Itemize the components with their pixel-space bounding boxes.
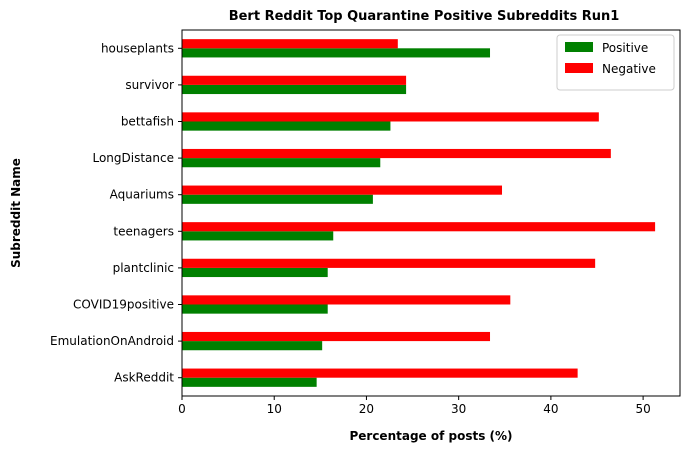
bar-negative-AskReddit [182,368,578,378]
x-tick-label: 40 [543,402,558,416]
bar-negative-EmulationOnAndroid [182,331,491,342]
legend-label-negative: Negative [602,62,656,76]
bar-negative-COVID19positive [182,295,511,305]
bars-group [182,39,656,387]
y-axis-label: Subreddit Name [9,158,23,268]
bar-positive-bettafish [182,121,391,131]
y-tick-label: houseplants [101,41,174,55]
x-tick-label: 50 [635,402,650,416]
bar-positive-Aquariums [182,194,373,204]
legend-swatch-negative [565,63,593,73]
bar-positive-COVID19positive [182,304,328,314]
x-axis-label: Percentage of posts (%) [349,429,512,443]
y-axis-ticks: AskReddit EmulationOnAndroid COVID19positi… [50,41,182,385]
x-tick-label: 30 [451,402,466,416]
legend-swatch-positive [565,42,593,52]
y-tick-label: bettafish [121,115,174,129]
legend-label-positive: Positive [602,41,648,55]
bar-negative-plantclinic [182,258,596,268]
y-tick-label: teenagers [113,224,174,238]
bar-positive-houseplants [182,48,491,58]
bar-positive-teenagers [182,231,334,241]
bar-negative-LongDistance [182,148,611,159]
y-tick-label: survivor [125,78,174,92]
bar-negative-Aquariums [182,185,503,195]
bar-negative-teenagers [182,222,656,232]
legend: Positive Negative [556,34,675,91]
plot-frame [181,29,681,397]
bar-positive-plantclinic [182,267,328,278]
bar-negative-bettafish [182,112,599,122]
bar-positive-survivor [182,84,407,95]
x-tick-label: 10 [267,402,282,416]
y-tick-label: plantclinic [113,261,174,275]
bar-positive-EmulationOnAndroid [182,341,323,351]
y-tick-label: COVID19positive [73,298,174,312]
y-tick-label: EmulationOnAndroid [50,334,174,348]
bar-negative-survivor [182,75,407,85]
x-tick-label: 20 [359,402,374,416]
x-axis-ticks: 0 10 20 30 40 50 [178,396,651,416]
x-tick-label: 0 [178,402,186,416]
bar-positive-LongDistance [182,158,381,168]
y-tick-label: AskReddit [114,371,174,385]
chart-title: Bert Reddit Top Quarantine Positive Subr… [229,9,620,24]
y-tick-label: LongDistance [92,151,174,165]
y-tick-label: Aquariums [110,188,174,202]
bar-positive-AskReddit [182,377,317,387]
bar-negative-houseplants [182,39,398,49]
